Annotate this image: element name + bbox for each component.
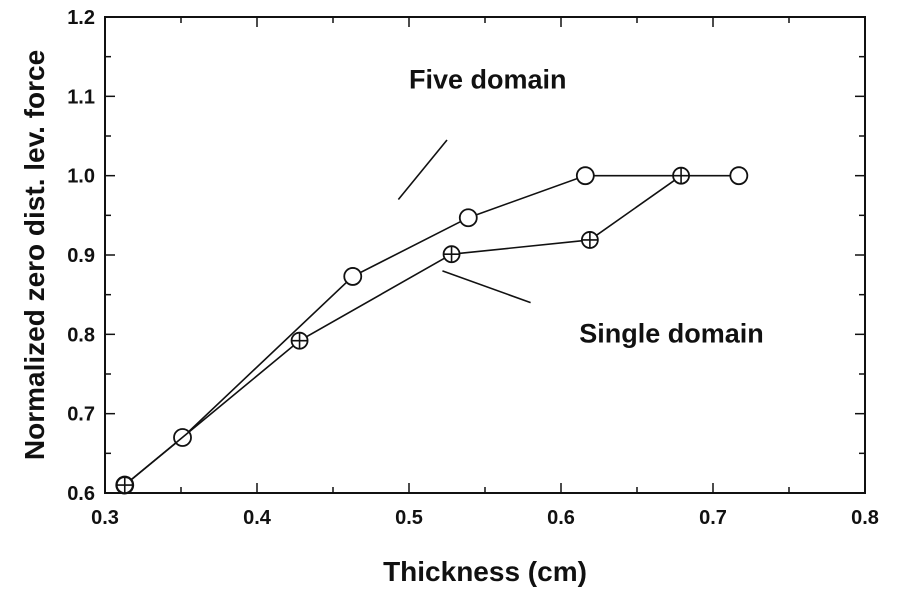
y-axis-ticks: 0.6 0.7 0.8 0.9 1.0 1.1 1.2: [67, 7, 865, 505]
data-point-open-circle: [458, 208, 478, 228]
y-tick-label: 0.7: [67, 404, 95, 426]
x-tick-label: 0.3: [91, 507, 119, 529]
x-axis-ticks: 0.3 0.4 0.5 0.6 0.7 0.8: [91, 17, 879, 529]
x-tick-label: 0.7: [699, 507, 727, 529]
series-single-domain: [115, 166, 690, 494]
annotation-label: Single domain: [579, 318, 764, 348]
data-point-open-circle: [575, 166, 595, 186]
y-tick-label: 1.2: [67, 7, 95, 29]
x-axis-title: Thickness (cm): [383, 556, 587, 587]
data-point-circle-cross: [442, 245, 461, 264]
annotation-label: Five domain: [409, 64, 567, 94]
y-tick-label: 0.6: [67, 483, 95, 505]
annotation-pointer-line: [442, 270, 531, 304]
y-axis-title: Normalized zero dist. lev. force: [19, 50, 50, 460]
x-tick-label: 0.5: [395, 507, 423, 529]
data-point-circle-cross: [290, 331, 309, 350]
annotation-five-domain: Five domain: [397, 64, 567, 200]
data-point-open-circle: [729, 166, 749, 186]
annotation-single-domain: Single domain: [442, 270, 764, 348]
data-point-open-circle: [343, 267, 363, 286]
x-tick-label: 0.8: [851, 507, 879, 529]
series-layer: [115, 166, 749, 495]
data-point-circle-cross: [580, 231, 599, 249]
data-point-circle-cross: [672, 166, 690, 185]
data-point-circle-cross: [115, 476, 134, 494]
y-tick-label: 1.1: [67, 86, 95, 108]
y-tick-label: 0.9: [67, 245, 95, 267]
y-tick-label: 1.0: [67, 166, 95, 188]
y-tick-label: 0.8: [67, 324, 95, 346]
x-tick-label: 0.6: [547, 507, 575, 529]
annotations: Five domain Single domain: [397, 64, 764, 348]
x-tick-label: 0.4: [243, 507, 272, 529]
annotation-pointer-line: [397, 139, 448, 200]
